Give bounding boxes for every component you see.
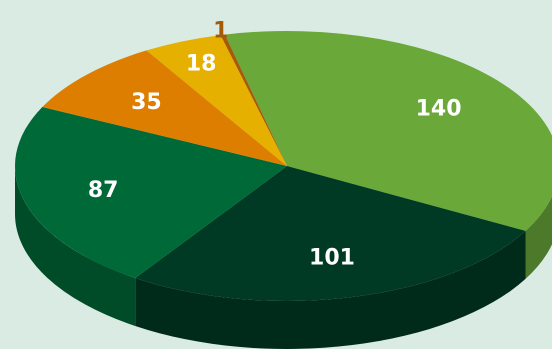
- pie-side-101: [135, 230, 526, 349]
- data-label-87: 87: [88, 178, 119, 203]
- pie-slice-101: [135, 166, 526, 301]
- pie-sides: [15, 166, 552, 349]
- pie-slice-18: [146, 35, 287, 166]
- data-label-101: 101: [309, 245, 355, 270]
- pie-top-slices: [14, 31, 552, 301]
- pie-data-labels: 140 101 87 35 18 1: [88, 18, 462, 270]
- pie-slice-35: [42, 50, 288, 167]
- pie-slice-1: [220, 34, 287, 166]
- pie-side-87: [15, 166, 136, 327]
- pie-slice-87: [14, 107, 287, 279]
- data-label-18: 18: [186, 51, 217, 76]
- pie-slice-140: [224, 31, 552, 231]
- pie-side-140: [525, 196, 552, 279]
- data-label-1: 1: [213, 18, 228, 43]
- data-label-35: 35: [131, 90, 162, 115]
- data-label-140: 140: [416, 96, 462, 121]
